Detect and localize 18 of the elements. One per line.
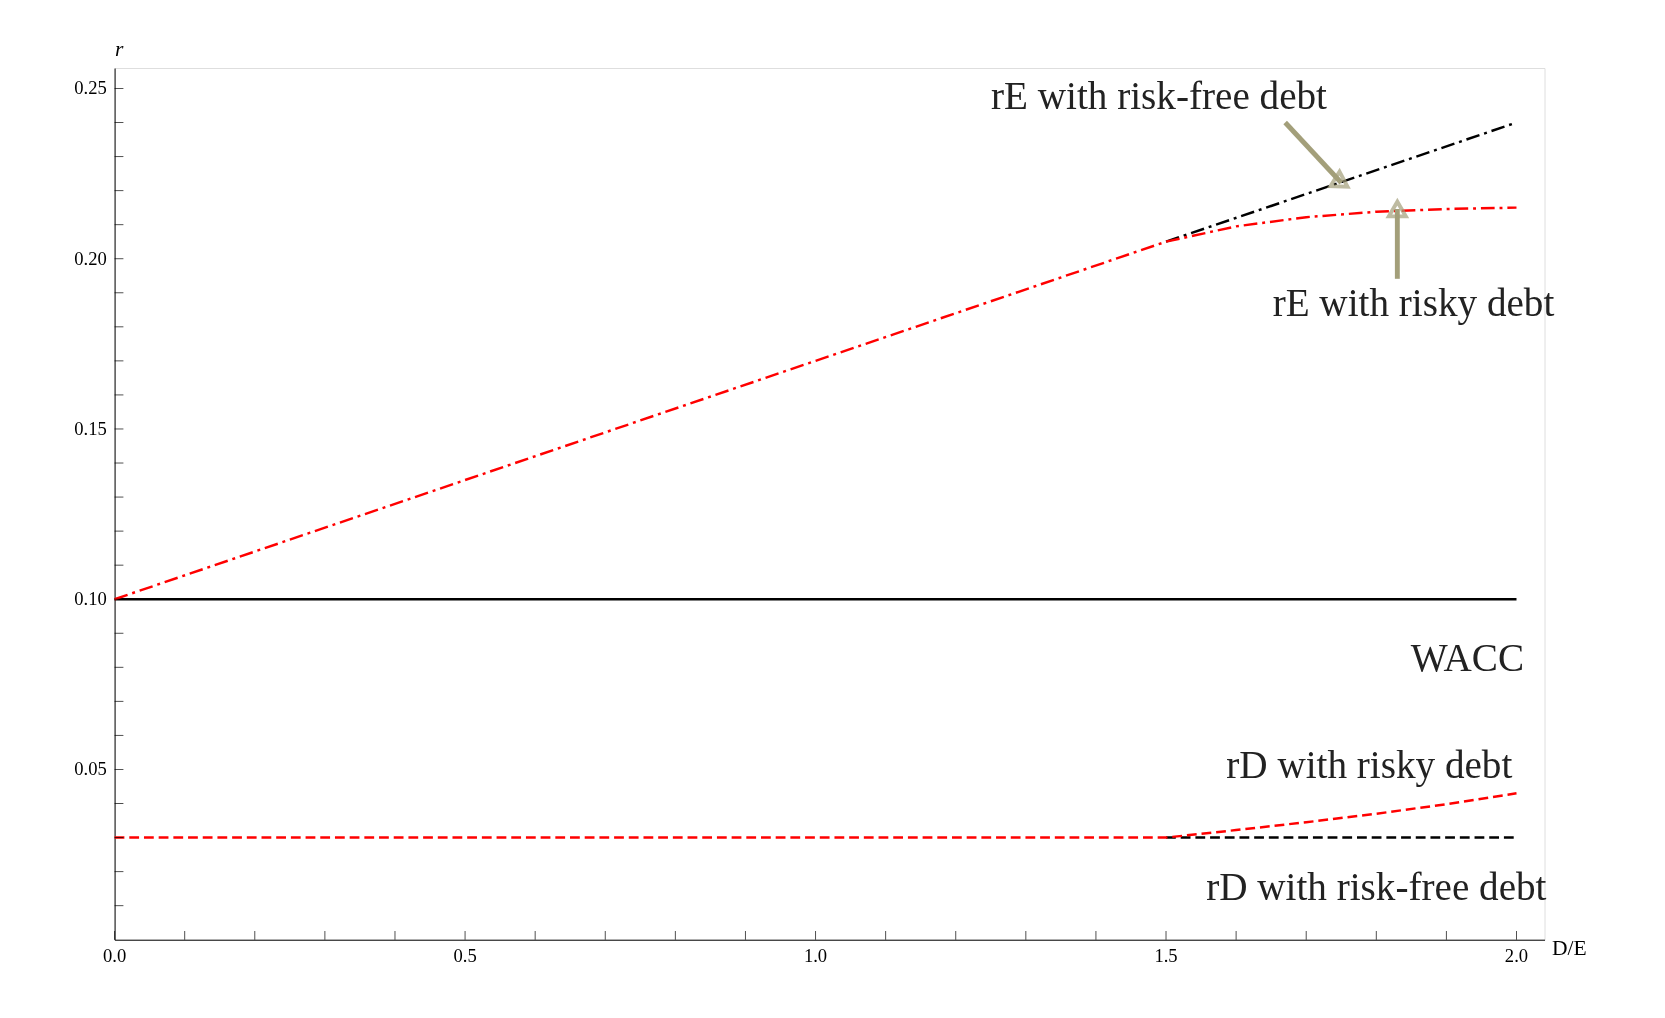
- x-tick-label: 0.0: [102, 945, 127, 967]
- y-tick-label: 0.10: [74, 588, 107, 610]
- y-axis-title: r: [115, 36, 125, 61]
- x-tick-label: 0.5: [453, 945, 477, 967]
- x-tick-label: 1.0: [803, 945, 828, 967]
- x-tick-label: 1.5: [1154, 945, 1178, 967]
- annotation: rE with risk-free debt: [991, 73, 1328, 117]
- annotation: rD with risk-free debt: [1206, 865, 1547, 909]
- x-axis-title: D/E: [1551, 935, 1587, 960]
- line-series: [113, 792, 1518, 839]
- y-tick-label: 0.05: [74, 758, 107, 780]
- y-tick-label: 0.20: [74, 247, 107, 269]
- y-tick-label: 0.15: [74, 417, 107, 439]
- x-tick-label: 2.0: [1504, 945, 1529, 967]
- annotation: rD with risky debt: [1226, 743, 1513, 788]
- annotation: rE with risky debt: [1272, 281, 1555, 326]
- y-tick-label: 0.25: [74, 77, 107, 99]
- annotation: WACC: [1410, 636, 1524, 680]
